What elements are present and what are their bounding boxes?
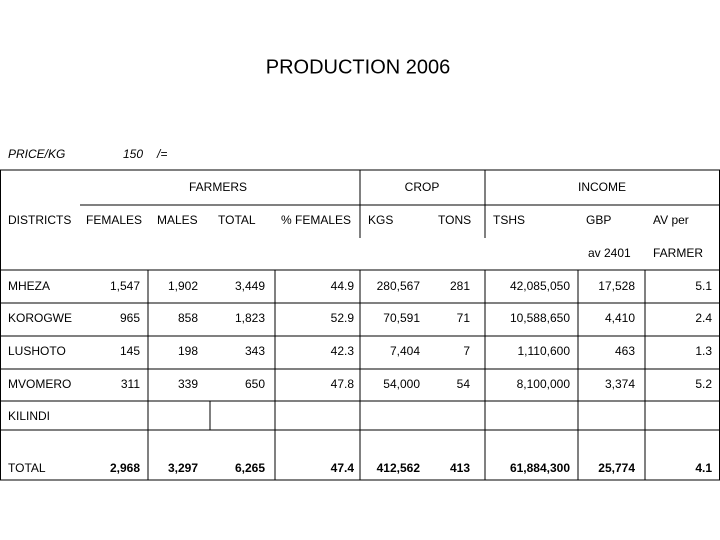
column-header: AV per xyxy=(653,213,689,227)
column-header: TSHS xyxy=(493,213,525,227)
cell: 71 xyxy=(457,311,471,325)
cell: 412,562 xyxy=(377,461,421,475)
cell: 42.3 xyxy=(331,344,355,358)
district: KOROGWE xyxy=(8,311,72,325)
column-header: FEMALES xyxy=(86,213,142,227)
price-value: 150 xyxy=(123,147,143,161)
cell: 52.9 xyxy=(331,311,355,325)
subheader: FARMER xyxy=(653,246,703,260)
group-header: FARMERS xyxy=(189,180,247,194)
cell: 8,100,000 xyxy=(517,377,571,391)
cell: 463 xyxy=(615,344,635,358)
cell: 1,110,600 xyxy=(518,344,571,358)
cell: 1,547 xyxy=(110,279,140,293)
cell: 47.8 xyxy=(331,377,355,391)
cell: 2.4 xyxy=(695,311,712,325)
cell: 858 xyxy=(178,311,198,325)
cell: 4.1 xyxy=(695,461,712,475)
cell: 6,265 xyxy=(235,461,265,475)
cell: 650 xyxy=(245,377,265,391)
cell: 4,410 xyxy=(605,311,635,325)
cell: 198 xyxy=(178,344,198,358)
cell: 2,968 xyxy=(110,461,140,475)
group-header: CROP xyxy=(405,180,440,194)
cell: 47.4 xyxy=(331,461,355,475)
column-header: TOTAL xyxy=(218,213,256,227)
cell: 965 xyxy=(120,311,140,325)
column-header: DISTRICTS xyxy=(8,213,71,227)
title: PRODUCTION 2006 xyxy=(266,56,451,78)
cell: 5.2 xyxy=(695,377,712,391)
cell: 10,588,650 xyxy=(510,311,570,325)
cell: 44.9 xyxy=(331,279,355,293)
price-unit: /= xyxy=(156,147,167,161)
cell: 42,085,050 xyxy=(510,279,570,293)
cell: 1,902 xyxy=(168,279,198,293)
cell: 5.1 xyxy=(695,279,712,293)
subheader: av 2401 xyxy=(588,246,631,260)
cell: 1.3 xyxy=(695,344,712,358)
column-header: % FEMALES xyxy=(281,213,351,227)
cell: 311 xyxy=(121,377,140,391)
cell: 281 xyxy=(450,279,470,293)
cell: 280,567 xyxy=(377,279,421,293)
cell: 7,404 xyxy=(390,344,420,358)
district: MVOMERO xyxy=(8,377,71,391)
column-header: GBP xyxy=(586,213,611,227)
district: KILINDI xyxy=(8,409,50,423)
cell: 3,297 xyxy=(168,461,198,475)
column-header: TONS xyxy=(438,213,471,227)
district: MHEZA xyxy=(8,279,50,293)
cell: 339 xyxy=(178,377,198,391)
cell: 343 xyxy=(245,344,265,358)
cell: 54 xyxy=(457,377,471,391)
grid xyxy=(0,169,720,481)
district: LUSHOTO xyxy=(8,344,66,358)
cell: 25,774 xyxy=(598,461,635,475)
cell: 70,591 xyxy=(383,311,420,325)
cell: 1,823 xyxy=(235,311,265,325)
cell: 145 xyxy=(120,344,140,358)
cell: 61,884,300 xyxy=(510,461,570,475)
cell: 3,374 xyxy=(605,377,635,391)
cell: 17,528 xyxy=(598,279,635,293)
district: TOTAL xyxy=(8,461,46,475)
column-header: KGS xyxy=(368,213,393,227)
group-header: INCOME xyxy=(578,180,626,194)
cell: 7 xyxy=(463,344,470,358)
cell: 413 xyxy=(450,461,470,475)
column-header: MALES xyxy=(157,213,198,227)
cell: 54,000 xyxy=(383,377,420,391)
cell: 3,449 xyxy=(235,279,265,293)
price-label: PRICE/KG xyxy=(8,147,65,161)
